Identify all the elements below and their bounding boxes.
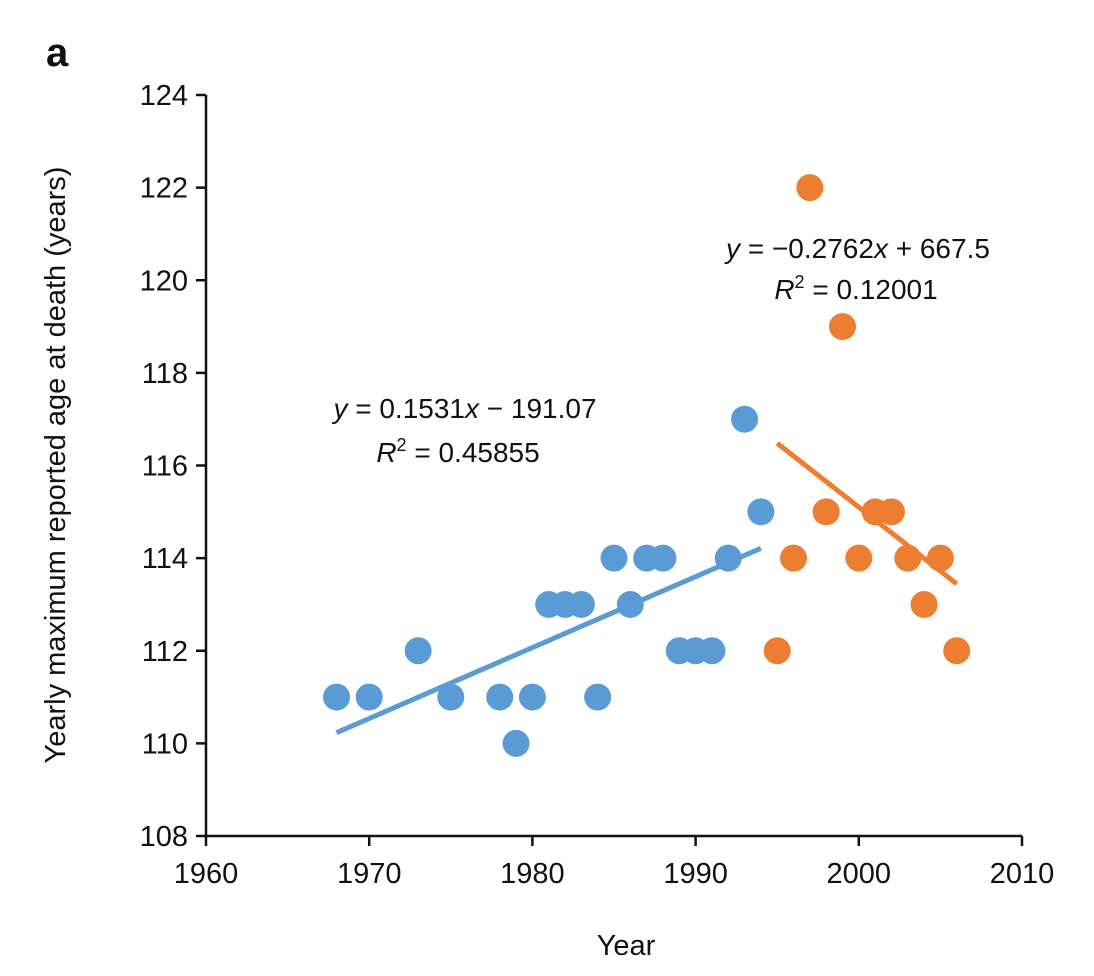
blue-data-point (404, 637, 432, 665)
orange-data-point (926, 544, 954, 572)
orange-data-point (877, 498, 905, 526)
blue-fit-equation: y = 0.1531x − 191.07 (331, 393, 596, 424)
y-axis-label: Yearly maximum reported age at death (ye… (40, 167, 72, 764)
blue-data-point (714, 544, 742, 572)
orange-data-point (845, 544, 873, 572)
x-tick-label: 1970 (337, 858, 402, 890)
y-tick-label: 118 (142, 358, 188, 390)
orange-data-point (763, 637, 791, 665)
x-tick-label: 1990 (663, 858, 728, 890)
panel-label: a (46, 31, 69, 75)
blue-data-point (567, 590, 595, 618)
orange-fit-equation: y = −0.2762x + 667.5 (724, 233, 990, 264)
blue-data-point (486, 683, 514, 711)
y-tick-label: 112 (142, 636, 188, 668)
y-tick-label: 122 (140, 173, 188, 205)
x-tick-label: 1960 (174, 858, 239, 890)
orange-data-point (828, 313, 856, 341)
y-tick-label: 120 (140, 265, 188, 297)
blue-data-point (437, 683, 465, 711)
y-tick-label: 114 (142, 543, 188, 575)
orange-data-point (910, 590, 938, 618)
orange-fit-r2: R2 = 0.12001 (774, 272, 937, 305)
blue-data-point (355, 683, 383, 711)
blue-data-point (600, 544, 628, 572)
blue-data-point (747, 498, 775, 526)
y-tick-label: 116 (142, 451, 188, 483)
blue-data-point (518, 683, 546, 711)
x-tick-label: 1980 (500, 858, 565, 890)
blue-data-point (698, 637, 726, 665)
blue-fit-line (335, 546, 762, 735)
y-tick-label: 108 (140, 821, 188, 853)
x-tick-label: 2010 (990, 858, 1055, 890)
orange-data-point (894, 544, 922, 572)
orange-data-point (812, 498, 840, 526)
blue-data-point (502, 729, 530, 757)
orange-data-point (943, 637, 971, 665)
x-tick-label: 2000 (827, 858, 892, 890)
orange-data-point (796, 174, 824, 202)
x-axis-label: Year (597, 930, 656, 962)
blue-fit-r2: R2 = 0.45855 (376, 435, 539, 468)
y-tick-label: 124 (140, 80, 188, 112)
blue-data-point (323, 683, 351, 711)
blue-data-point (584, 683, 612, 711)
y-tick-label: 110 (142, 728, 188, 760)
blue-data-point (649, 544, 677, 572)
blue-data-point (731, 405, 759, 433)
orange-data-point (780, 544, 808, 572)
blue-data-point (616, 590, 644, 618)
